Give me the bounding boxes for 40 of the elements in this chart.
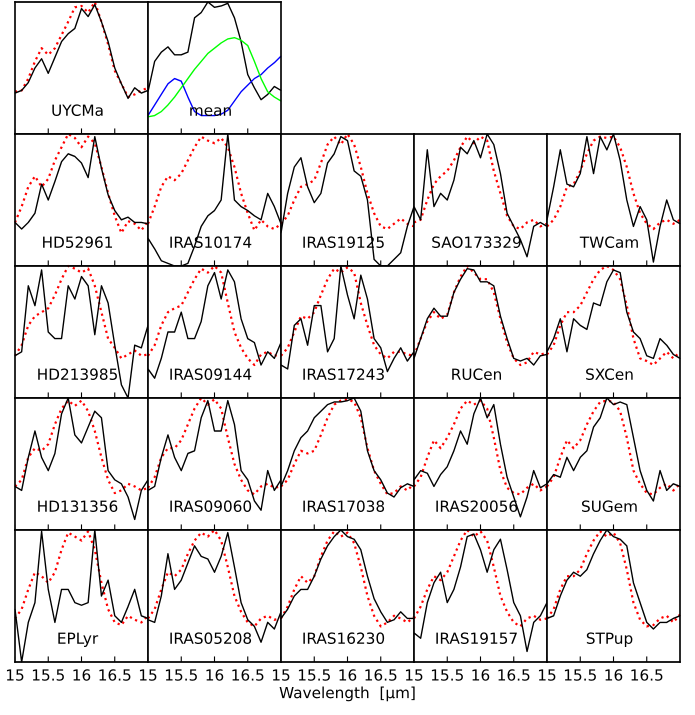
x-tick-label: 15.5 bbox=[32, 669, 64, 681]
annotation: IRAS19157 bbox=[436, 632, 517, 644]
annotation: SUGem bbox=[582, 500, 637, 512]
annotation: IRAS09144 bbox=[170, 368, 252, 380]
x-tick-label: 16 bbox=[605, 669, 622, 681]
annotation: TWCam bbox=[580, 236, 638, 248]
x-tick-label: 15 bbox=[272, 669, 290, 681]
x-tick-label: 15.5 bbox=[298, 669, 330, 681]
annotation: EPLyr bbox=[58, 632, 98, 647]
annotation: IRAS16230 bbox=[303, 632, 384, 644]
x-tick-label: 16.5 bbox=[498, 669, 530, 681]
annotation: SXCen bbox=[586, 368, 633, 380]
x-tick-label: 16 bbox=[339, 669, 356, 681]
annotation: IRAS17243 bbox=[303, 368, 384, 380]
annotation: UYCMa bbox=[52, 104, 103, 116]
annotation: RUCen bbox=[452, 368, 501, 380]
annotation: IRAS20056 bbox=[436, 500, 518, 512]
x-tick-label: 16.5 bbox=[631, 669, 662, 681]
x-tick-label: 16.5 bbox=[365, 669, 396, 681]
annotation: IRAS09060 bbox=[170, 500, 252, 512]
annotation: HD213985 bbox=[38, 368, 117, 380]
annotation: HD52961 bbox=[43, 236, 112, 248]
annotation: STPup bbox=[586, 632, 632, 647]
annotation: HD131356 bbox=[38, 500, 118, 512]
x-tick-label: 16 bbox=[206, 669, 224, 681]
annotation: IRAS05208 bbox=[170, 632, 252, 644]
annotation: IRAS17038 bbox=[303, 500, 384, 512]
x-tick-label: 16 bbox=[73, 669, 90, 681]
x-tick-label: 16.5 bbox=[99, 669, 130, 681]
x-tick-label: 15 bbox=[140, 669, 156, 681]
x-tick-label: 15 bbox=[406, 669, 422, 681]
x-tick-label: 15 bbox=[6, 669, 24, 681]
x-axis-title: Wavelength [μm] bbox=[280, 686, 415, 702]
x-tick-label: 16 bbox=[472, 669, 490, 681]
annotation: SAO173329 bbox=[432, 236, 521, 248]
x-tick-label: 15.5 bbox=[432, 669, 463, 681]
x-tick-label: 15.5 bbox=[166, 669, 197, 681]
x-tick-label: 15 bbox=[538, 669, 556, 681]
x-tick-label: 15.5 bbox=[564, 669, 596, 681]
x-tick-label: 16.5 bbox=[232, 669, 264, 681]
